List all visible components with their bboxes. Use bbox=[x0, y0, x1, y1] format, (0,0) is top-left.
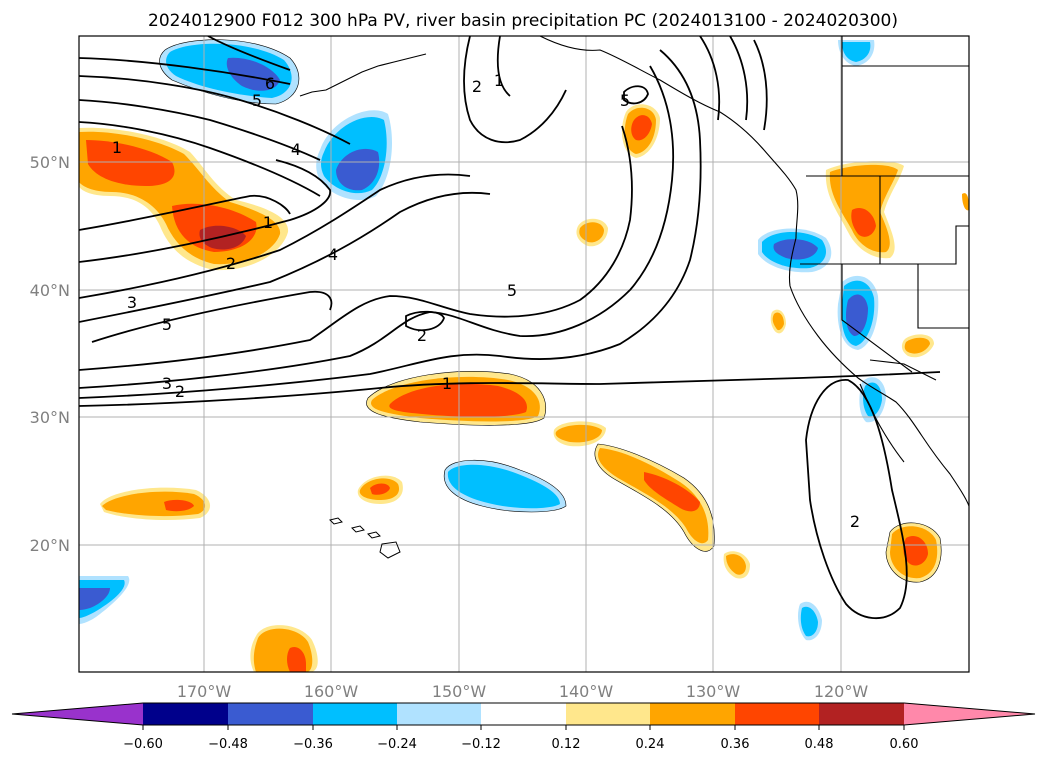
contour-label: 2 bbox=[175, 382, 185, 401]
pv-contour-6 bbox=[79, 191, 491, 323]
colorbar-segment bbox=[397, 703, 481, 725]
pv-contour-13 bbox=[79, 121, 321, 197]
colorbar-segment bbox=[735, 703, 819, 725]
contour-label: 2 bbox=[226, 254, 236, 273]
contour-label: 5 bbox=[162, 315, 172, 334]
colorbar-tick-label: −0.24 bbox=[377, 737, 417, 752]
pv-contour-18 bbox=[805, 379, 908, 620]
pv-contour-20 bbox=[729, 36, 749, 121]
pv-contour-21 bbox=[753, 39, 768, 131]
lon-label-160w: 160°W bbox=[304, 682, 359, 701]
lon-label-170w: 170°W bbox=[177, 682, 232, 701]
pv-contour-3 bbox=[79, 65, 675, 389]
gridlines bbox=[79, 36, 969, 672]
lat-label-20n: 20°N bbox=[30, 536, 70, 555]
colorbar-tick-label: −0.36 bbox=[293, 737, 333, 752]
lat-label-40n: 40°N bbox=[30, 281, 70, 300]
coast-north-america bbox=[539, 36, 969, 507]
pv-contour-8 bbox=[79, 159, 331, 263]
lat-label-30n: 30°N bbox=[30, 408, 70, 427]
lon-label-120w: 120°W bbox=[814, 682, 869, 701]
contour-label: 5 bbox=[252, 91, 262, 110]
map-background bbox=[79, 36, 969, 672]
figure-title: 2024012900 F012 300 hPa PV, river basin … bbox=[148, 11, 898, 31]
pv-contour-17 bbox=[623, 85, 649, 105]
pv-contour-22 bbox=[207, 36, 291, 71]
colorbar-segment bbox=[228, 703, 313, 725]
contour-label: 4 bbox=[328, 245, 338, 264]
colorbar-segment bbox=[819, 703, 904, 725]
pv-contours bbox=[79, 36, 941, 620]
hawaii-islands bbox=[329, 517, 401, 559]
pv-contour-5 bbox=[91, 290, 333, 343]
colorbar-tick-label: 0.12 bbox=[552, 737, 581, 752]
colorbar-tick-label: 0.36 bbox=[721, 737, 750, 752]
colorbar-tick-label: −0.60 bbox=[123, 737, 163, 752]
pv-contour-15 bbox=[496, 36, 511, 97]
pv-contour-9 bbox=[79, 194, 291, 231]
colorbar-tick-label: 0.60 bbox=[890, 737, 919, 752]
coast-alaska-islands bbox=[299, 53, 427, 97]
contour-labels: 6 5 4 1 1 2 4 3 5 2 3 2 1 5 2 1 5 2 bbox=[112, 71, 860, 531]
colorbar: −0.60 −0.48 −0.36 −0.24 −0.12 0.12 0.24 … bbox=[11, 702, 1036, 752]
contour-label: 2 bbox=[472, 77, 482, 96]
border-state-2 bbox=[917, 264, 969, 329]
colorbar-segment bbox=[143, 703, 228, 725]
colorbar-ticks: −0.60 −0.48 −0.36 −0.24 −0.12 0.12 0.24 … bbox=[123, 725, 918, 752]
latitude-labels: 50°N 40°N 30°N 20°N bbox=[30, 153, 70, 555]
contour-label: 2 bbox=[850, 512, 860, 531]
contour-label: 2 bbox=[417, 326, 427, 345]
colorbar-segment bbox=[313, 703, 397, 725]
pv-contour-19 bbox=[699, 36, 721, 121]
contour-label: 1 bbox=[442, 374, 452, 393]
contour-label: 4 bbox=[291, 140, 301, 159]
lon-label-150w: 150°W bbox=[432, 682, 487, 701]
colorbar-extend-min bbox=[12, 703, 143, 725]
pv-contour-14 bbox=[463, 36, 567, 144]
pv-contour-12 bbox=[79, 99, 321, 161]
contour-label: 5 bbox=[507, 281, 517, 300]
lon-label-130w: 130°W bbox=[686, 682, 741, 701]
contour-label: 3 bbox=[162, 374, 172, 393]
colorbar-tick-label: 0.24 bbox=[636, 737, 665, 752]
colorbar-segment bbox=[481, 703, 566, 725]
contour-label: 6 bbox=[265, 74, 275, 93]
colorbar-extend-max bbox=[904, 703, 1035, 725]
shading-outlines bbox=[159, 39, 942, 583]
pv-contour-7 bbox=[79, 173, 471, 299]
contour-label: 3 bbox=[127, 293, 137, 312]
contour-label: 1 bbox=[263, 213, 273, 232]
colorbar-segment bbox=[566, 703, 650, 725]
map-content: 6 5 4 1 1 2 4 3 5 2 3 2 1 5 2 1 5 2 bbox=[79, 36, 969, 672]
border-us-mexico bbox=[869, 359, 937, 381]
pv-contour-1 bbox=[79, 371, 941, 407]
contour-label: 5 bbox=[620, 91, 630, 110]
pv-contour-2 bbox=[79, 49, 702, 399]
contour-label: 1 bbox=[112, 138, 122, 157]
colorbar-tick-label: −0.48 bbox=[208, 737, 248, 752]
border-state-4 bbox=[841, 264, 913, 373]
pv-contour-4 bbox=[79, 125, 633, 371]
map-frame bbox=[78, 35, 970, 673]
pv-contour-10 bbox=[79, 75, 351, 145]
longitude-labels: 170°W 160°W 150°W 140°W 130°W 120°W bbox=[177, 682, 869, 701]
colorbar-tick-label: 0.48 bbox=[805, 737, 834, 752]
lat-label-50n: 50°N bbox=[30, 153, 70, 172]
colorbar-segment bbox=[650, 703, 735, 725]
precip-negative-anomalies bbox=[79, 39, 886, 641]
lon-label-140w: 140°W bbox=[559, 682, 614, 701]
border-state-3 bbox=[880, 225, 969, 265]
pv-contour-16 bbox=[405, 310, 445, 332]
pv-contour-11 bbox=[79, 57, 291, 85]
coastlines bbox=[299, 36, 969, 507]
contour-label: 1 bbox=[494, 71, 504, 90]
pos-blob-48n-110w bbox=[962, 193, 969, 211]
colorbar-tick-label: −0.12 bbox=[461, 737, 501, 752]
